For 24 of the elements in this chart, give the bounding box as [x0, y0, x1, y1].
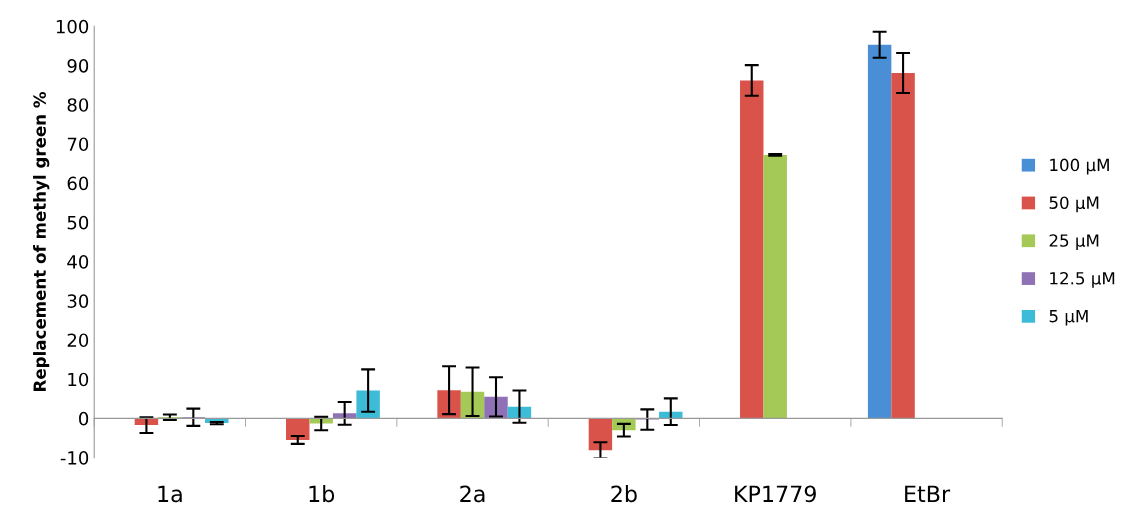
x-tick-label: 1b — [309, 485, 335, 503]
y-tick-label: -10 — [60, 451, 89, 465]
x-tick-label: EtBr — [905, 485, 951, 502]
legend-label: 100 µM — [1050, 158, 1109, 175]
y-tick-label: 40 — [67, 255, 89, 269]
legend-label: 12.5 µM — [1050, 271, 1115, 288]
y-tick-label: 60 — [67, 176, 89, 191]
x-tick-label: 2a — [460, 485, 485, 503]
y-tick-label: 80 — [67, 98, 89, 112]
y-tick-label: 70 — [67, 137, 89, 152]
y-axis-title: Replacement of methyl green % — [33, 91, 50, 391]
y-tick-label: 30 — [67, 294, 89, 308]
x-tick-label: 2b — [611, 485, 637, 503]
y-tick-label: 20 — [67, 333, 89, 348]
legend-label: 5 µM — [1049, 310, 1088, 326]
y-tick-label: 100 — [56, 19, 89, 34]
y-tick-label: 90 — [67, 58, 89, 73]
legend-label: 25 µM — [1049, 234, 1099, 251]
x-tick-label: 1a — [158, 485, 182, 503]
y-tick-label: 50 — [67, 215, 89, 230]
y-tick-label: 10 — [68, 372, 89, 387]
y-tick-label: 0 — [79, 411, 89, 426]
legend-label: 50 µM — [1049, 196, 1099, 213]
x-tick-label: KP1779 — [735, 485, 816, 503]
